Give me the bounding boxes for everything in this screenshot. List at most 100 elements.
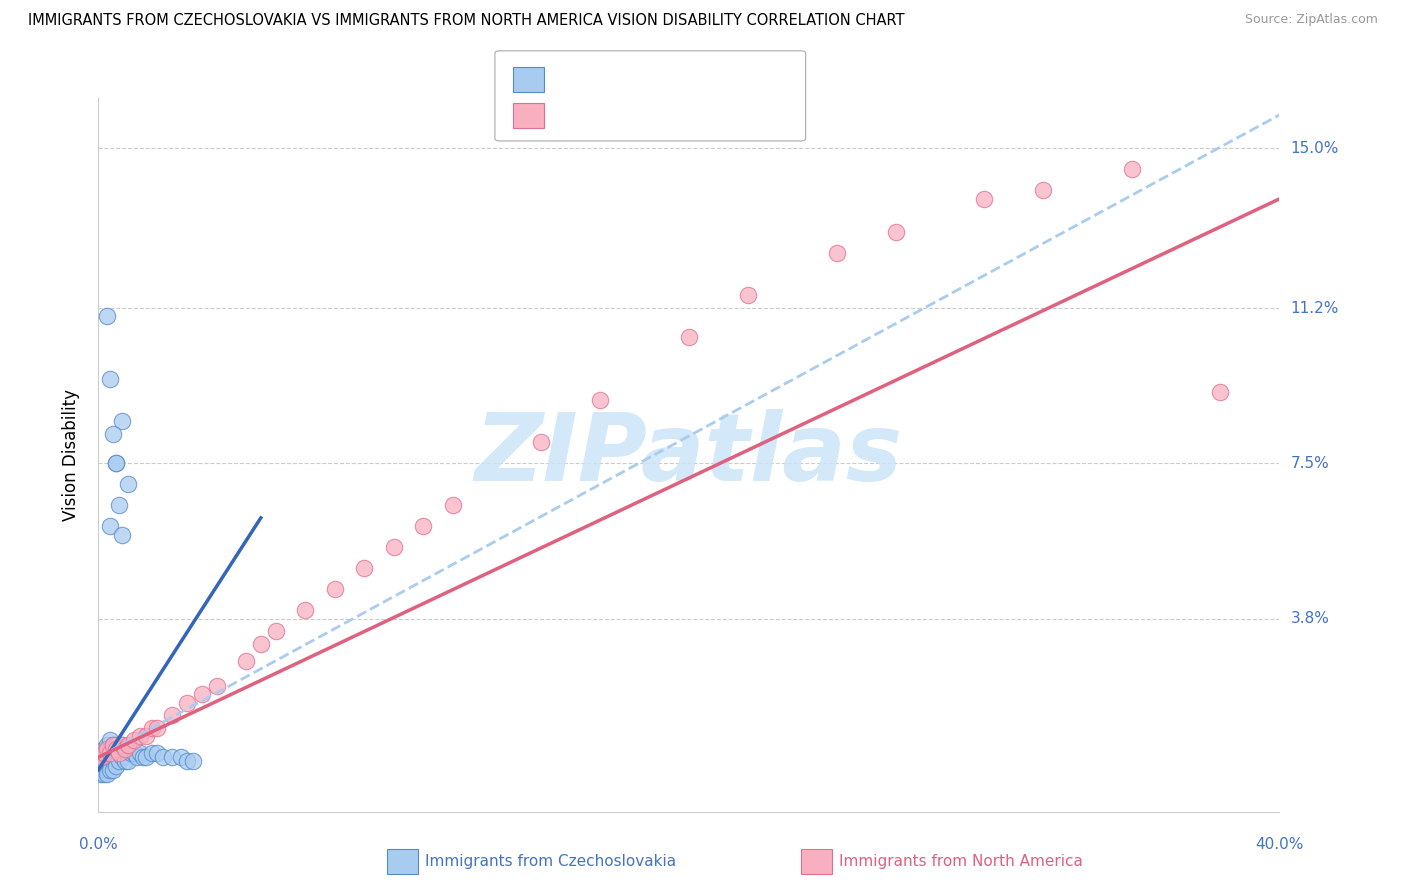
- Point: [135, 750, 157, 764]
- Point: [98, 519, 121, 533]
- Point: [128, 729, 150, 743]
- Point: [108, 746, 131, 760]
- Point: [98, 372, 121, 386]
- Point: [114, 741, 136, 756]
- Point: [441, 498, 464, 512]
- Point: [108, 741, 131, 756]
- Y-axis label: Vision Disability: Vision Disability: [62, 389, 80, 521]
- Point: [103, 426, 125, 441]
- Point: [108, 755, 131, 769]
- Point: [1032, 184, 1054, 198]
- Point: [96, 763, 118, 777]
- Text: ZIPatlas: ZIPatlas: [475, 409, 903, 501]
- Point: [103, 738, 125, 752]
- Text: 3.8%: 3.8%: [1291, 611, 1330, 626]
- Text: IMMIGRANTS FROM CZECHOSLOVAKIA VS IMMIGRANTS FROM NORTH AMERICA VISION DISABILIT: IMMIGRANTS FROM CZECHOSLOVAKIA VS IMMIGR…: [28, 13, 904, 29]
- Point: [114, 755, 136, 769]
- Point: [122, 733, 145, 747]
- Point: [111, 738, 134, 752]
- Point: [530, 435, 553, 450]
- Point: [120, 746, 142, 760]
- Text: 7.5%: 7.5%: [1291, 456, 1329, 471]
- Text: 15.0%: 15.0%: [1291, 141, 1339, 156]
- Point: [98, 763, 121, 777]
- Point: [678, 330, 700, 344]
- Point: [96, 758, 118, 772]
- Point: [146, 746, 169, 760]
- Point: [264, 624, 287, 639]
- Point: [105, 741, 128, 756]
- Point: [93, 758, 115, 772]
- Point: [111, 738, 134, 752]
- Point: [146, 721, 169, 735]
- Point: [205, 679, 228, 693]
- Point: [1121, 162, 1143, 177]
- Point: [105, 456, 128, 470]
- Point: [93, 767, 115, 781]
- Point: [96, 310, 118, 324]
- Point: [98, 733, 121, 747]
- Point: [114, 741, 136, 756]
- Point: [141, 746, 163, 760]
- Point: [103, 738, 125, 752]
- Point: [382, 541, 405, 555]
- Point: [737, 288, 759, 302]
- Text: 40.0%: 40.0%: [1256, 837, 1303, 852]
- Point: [589, 393, 612, 408]
- Point: [250, 637, 273, 651]
- Point: [105, 750, 128, 764]
- Point: [108, 498, 131, 512]
- Point: [191, 687, 214, 701]
- Point: [132, 750, 155, 764]
- Point: [105, 758, 128, 772]
- Text: Immigrants from North America: Immigrants from North America: [839, 855, 1083, 869]
- Point: [152, 750, 174, 764]
- Point: [96, 738, 118, 752]
- Point: [323, 582, 346, 597]
- Point: [93, 763, 115, 777]
- Point: [162, 708, 183, 723]
- Point: [181, 755, 204, 769]
- Point: [176, 755, 198, 769]
- Point: [96, 746, 118, 760]
- Point: [96, 767, 118, 781]
- Text: Immigrants from Czechoslovakia: Immigrants from Czechoslovakia: [425, 855, 676, 869]
- Text: Source: ZipAtlas.com: Source: ZipAtlas.com: [1244, 13, 1378, 27]
- Point: [111, 414, 134, 428]
- Text: R = 0.698: R = 0.698: [555, 108, 643, 122]
- Point: [98, 741, 121, 756]
- Point: [90, 750, 112, 764]
- Point: [93, 746, 115, 760]
- Point: [135, 729, 157, 743]
- Point: [117, 755, 139, 769]
- Point: [235, 654, 257, 668]
- Point: [96, 750, 118, 764]
- Text: 0.0%: 0.0%: [79, 837, 118, 852]
- Point: [90, 750, 112, 764]
- Point: [117, 738, 139, 752]
- Point: [105, 456, 128, 470]
- Point: [1209, 384, 1232, 399]
- Text: 11.2%: 11.2%: [1291, 301, 1339, 316]
- Text: N = 58: N = 58: [682, 72, 742, 87]
- Point: [117, 477, 139, 491]
- Point: [973, 192, 995, 206]
- Text: R = 0.288: R = 0.288: [555, 72, 643, 87]
- Text: N = 38: N = 38: [682, 108, 742, 122]
- Point: [122, 746, 145, 760]
- Point: [103, 755, 125, 769]
- Point: [170, 750, 193, 764]
- Point: [412, 519, 434, 533]
- Point: [884, 226, 907, 240]
- Point: [111, 750, 134, 764]
- Point: [98, 746, 121, 760]
- Point: [103, 746, 125, 760]
- Point: [96, 741, 118, 756]
- Point: [128, 746, 150, 760]
- Point: [105, 738, 128, 752]
- Point: [90, 767, 112, 781]
- Point: [93, 741, 115, 756]
- Point: [176, 696, 198, 710]
- Point: [162, 750, 183, 764]
- Point: [98, 750, 121, 764]
